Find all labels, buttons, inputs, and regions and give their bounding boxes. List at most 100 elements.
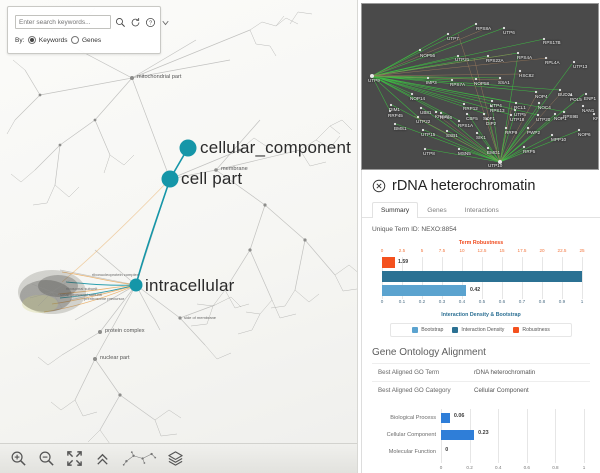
tick-top-25: 25	[579, 248, 585, 253]
go-chart-value-mf: 0	[445, 447, 449, 453]
zoom-in-icon	[11, 451, 26, 466]
layers-button[interactable]	[166, 449, 185, 468]
search-input[interactable]	[15, 15, 111, 29]
fit-screen-icon	[67, 451, 82, 466]
tab-interactions[interactable]: Interactions	[464, 207, 499, 214]
svg-text:?: ?	[149, 20, 152, 26]
tick-bot-0_5: 0.5	[478, 299, 486, 304]
tick-bot-1: 1	[580, 299, 584, 304]
tick-top-7_5: 7.5	[438, 248, 446, 253]
search-row: ?	[15, 15, 171, 29]
tick-bot-0_6: 0.6	[498, 299, 506, 304]
search-panel[interactable]: NeXO ? By:	[7, 6, 169, 54]
by-label: By:	[15, 36, 25, 44]
chart-axis-top: 0 2.5 5 7.5 10 12.5 15 17.5 20 22.5 25	[380, 248, 585, 257]
go-tick-0_4: 0.4	[494, 465, 502, 470]
go-chart-axis: 0 0.2 0.4 0.6 0.8 1	[439, 465, 586, 473]
layers-icon	[168, 451, 183, 466]
tick-top-20: 20	[539, 248, 545, 253]
go-tick-0_6: 0.6	[523, 465, 530, 470]
help-icon[interactable]: ?	[145, 17, 156, 28]
tick-bot-0_9: 0.9	[558, 299, 566, 304]
refresh-icon[interactable]	[130, 17, 141, 28]
go-term-value: rDNA heterochromatin	[474, 369, 536, 376]
chart-bars: 1.59 0.42	[382, 257, 582, 299]
radio-genes-icon[interactable]	[71, 36, 80, 44]
go-tick-0_8: 0.8	[552, 465, 559, 470]
legend-item-interaction-density[interactable]: Interaction Density	[452, 327, 504, 333]
graph-toolbar[interactable]	[0, 443, 357, 473]
tick-bot-0_3: 0.3	[438, 299, 446, 304]
tick-bot-0_7: 0.7	[518, 299, 526, 304]
tick-top-2_5: 2.5	[398, 248, 406, 253]
legend-item-robustness[interactable]: Robustness	[513, 327, 550, 333]
radio-keywords-icon[interactable]	[28, 36, 37, 44]
go-chart-value-cc: 0.23	[478, 430, 489, 436]
unique-term-id: Unique Term ID: NEXO:8854	[372, 226, 457, 233]
detail-header: rDNA heterochromatin	[362, 170, 600, 198]
fit-screen-button[interactable]	[65, 449, 84, 468]
chevron-down-icon[interactable]	[160, 17, 171, 28]
zoom-in-button[interactable]	[9, 449, 28, 468]
legend-label-robustness: Robustness	[522, 327, 550, 333]
collapse-button[interactable]	[93, 449, 112, 468]
go-category-key: Best Aligned GO Category	[378, 387, 451, 394]
bar-bootstrap[interactable]	[382, 285, 466, 296]
radio-genes-label: Genes	[81, 36, 102, 44]
tick-top-0: 0	[380, 248, 384, 253]
go-chart-row-bp: Biological Process 0.06	[372, 409, 584, 426]
zoom-out-button[interactable]	[37, 449, 56, 468]
radio-option-genes[interactable]: Genes	[71, 36, 101, 44]
search-icon[interactable]	[115, 17, 126, 28]
go-category-value: Cellular Component	[474, 387, 529, 394]
tick-top-10: 10	[459, 248, 465, 253]
network-thumbnail-button[interactable]	[121, 449, 157, 468]
legend-item-bootstrap[interactable]: Bootstrap	[412, 327, 443, 333]
page-title: rDNA heterochromatin	[392, 178, 536, 194]
go-term-key: Best Aligned GO Term	[378, 369, 440, 376]
go-chart-rows: Biological Process 0.06 Cellular Compone…	[372, 409, 584, 463]
legend-label-interaction-density: Interaction Density	[461, 327, 505, 333]
bar-interaction-density[interactable]	[382, 271, 582, 282]
tick-top-17_5: 17.5	[517, 248, 527, 253]
chart-axis-bottom: 0 0.1 0.2 0.3 0.4 0.5 0.6 0.7 0.8 0.9 1	[380, 299, 584, 308]
legend-swatch-interaction-density	[452, 327, 459, 333]
go-chart-label-cc: Cellular Component	[386, 431, 436, 438]
legend-swatch-bootstrap	[412, 327, 419, 333]
go-row-category: Best Aligned GO Category Cellular Compon…	[372, 381, 590, 399]
term-robustness-chart: Term Robustness 0 2.5 5 7.5 10 12.5 15 1…	[372, 239, 590, 318]
go-tick-1: 1	[582, 465, 586, 470]
gene-interaction-network-panel[interactable]: UTP9 NOP56 UTP7 RPS8A UTP6 RPS17B UTP21 …	[361, 3, 599, 170]
term-detail-panel: rDNA heterochromatin Summary Genes Inter…	[361, 170, 600, 473]
tick-bot-0: 0	[380, 299, 384, 304]
go-chart-bar-cc[interactable]	[441, 429, 474, 440]
chart-legend: Bootstrap Interaction Density Robustness	[390, 323, 572, 337]
detail-tabs[interactable]: Summary Genes Interactions	[362, 201, 600, 218]
go-chart-label-mf: Molecular Function	[388, 448, 436, 455]
chart-title-term-robustness: Term Robustness	[458, 240, 504, 246]
tick-top-5: 5	[420, 248, 424, 253]
go-alignment-chart: Biological Process 0.06 Cellular Compone…	[372, 407, 590, 473]
tab-summary[interactable]: Summary	[372, 202, 419, 218]
tick-bot-0_2: 0.2	[418, 299, 426, 304]
go-chart-bar-bp[interactable]	[441, 412, 450, 423]
summary-section: Unique Term ID: NEXO:8854 Term Robustnes…	[362, 226, 600, 473]
ontology-tree-panel[interactable]: cellular_component cell part intracellul…	[0, 0, 358, 473]
radio-option-keywords[interactable]: Keywords	[28, 36, 67, 44]
search-mode-row: By: Keywords Genes	[15, 36, 101, 44]
go-alignment-heading: Gene Ontology Alignment	[372, 347, 486, 358]
go-tick-0_2: 0.2	[466, 465, 473, 470]
ontology-tree-graphic	[6, 7, 357, 445]
close-circle-icon[interactable]	[372, 179, 386, 193]
collapse-icon	[97, 453, 108, 465]
bar-robustness[interactable]	[382, 257, 395, 268]
legend-label-bootstrap: Bootstrap	[421, 327, 444, 333]
chart-xlabel-density-bootstrap: Interaction Density & Bootstrap	[441, 312, 521, 318]
tab-genes[interactable]: Genes	[427, 207, 447, 214]
tick-bot-0_4: 0.4	[458, 299, 466, 304]
go-chart-row-cc: Cellular Component 0.23	[372, 426, 584, 443]
tick-top-15: 15	[499, 248, 505, 253]
tick-top-12_5: 12.5	[477, 248, 487, 253]
go-tick-0: 0	[439, 465, 443, 470]
